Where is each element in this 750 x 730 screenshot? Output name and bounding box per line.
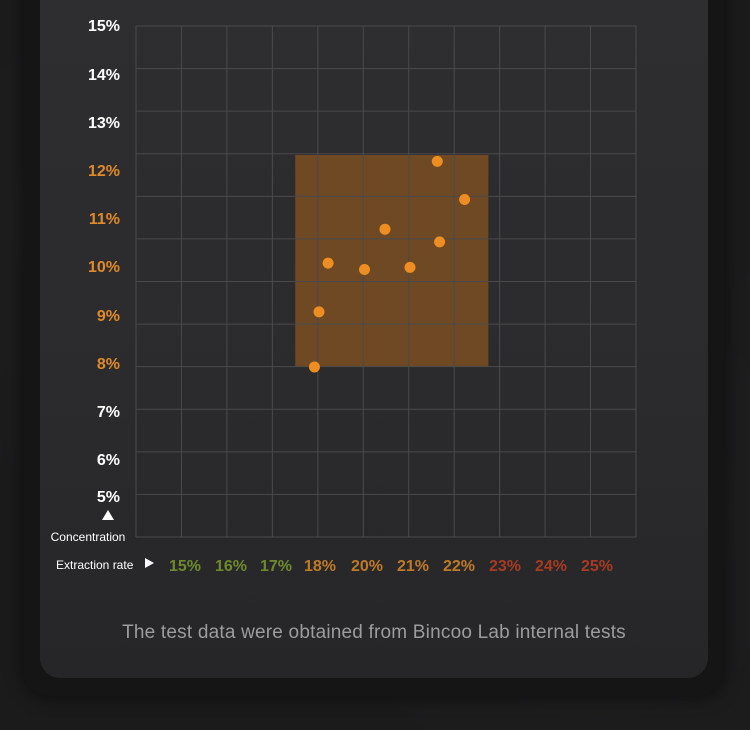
x-tick-label: 16%: [215, 558, 247, 575]
y-tick-label: 6%: [97, 452, 120, 469]
data-point: [431, 155, 443, 167]
x-tick-label: 22%: [443, 558, 475, 575]
x-tick-label: 15%: [169, 558, 201, 575]
y-tick-label: 10%: [88, 259, 120, 276]
y-tick-label: 14%: [88, 67, 120, 84]
y-tick-label: 12%: [88, 163, 120, 180]
y-tick-label: 8%: [97, 356, 120, 373]
x-tick-label: 23%: [489, 558, 521, 575]
data-point: [359, 263, 370, 275]
x-axis-arrow-icon: [145, 558, 154, 568]
data-point: [322, 257, 334, 269]
y-axis-label: Concentration: [51, 530, 126, 544]
x-tick-label: 20%: [351, 558, 383, 575]
data-point: [308, 361, 320, 373]
y-tick-label: 13%: [88, 115, 120, 132]
y-tick-label: 11%: [89, 211, 120, 228]
y-tick-label: 15%: [88, 18, 120, 35]
x-tick-label: 21%: [397, 558, 429, 575]
footnote: The test data were obtained from Bincoo …: [122, 622, 626, 643]
data-point: [404, 261, 416, 273]
data-point: [459, 194, 471, 206]
x-tick-label: 18%: [304, 558, 336, 575]
y-tick-label: 9%: [97, 308, 120, 325]
y-axis-arrow-icon: [102, 510, 114, 520]
y-tick-label: 5%: [97, 489, 120, 506]
y-tick-label: 7%: [97, 404, 120, 421]
data-point: [313, 306, 325, 318]
x-axis-label: Extraction rate: [56, 558, 134, 572]
x-tick-label: 17%: [260, 558, 292, 575]
data-point: [379, 223, 391, 235]
x-tick-label: 25%: [581, 558, 613, 575]
data-point: [434, 236, 446, 248]
x-tick-label: 24%: [535, 558, 567, 575]
